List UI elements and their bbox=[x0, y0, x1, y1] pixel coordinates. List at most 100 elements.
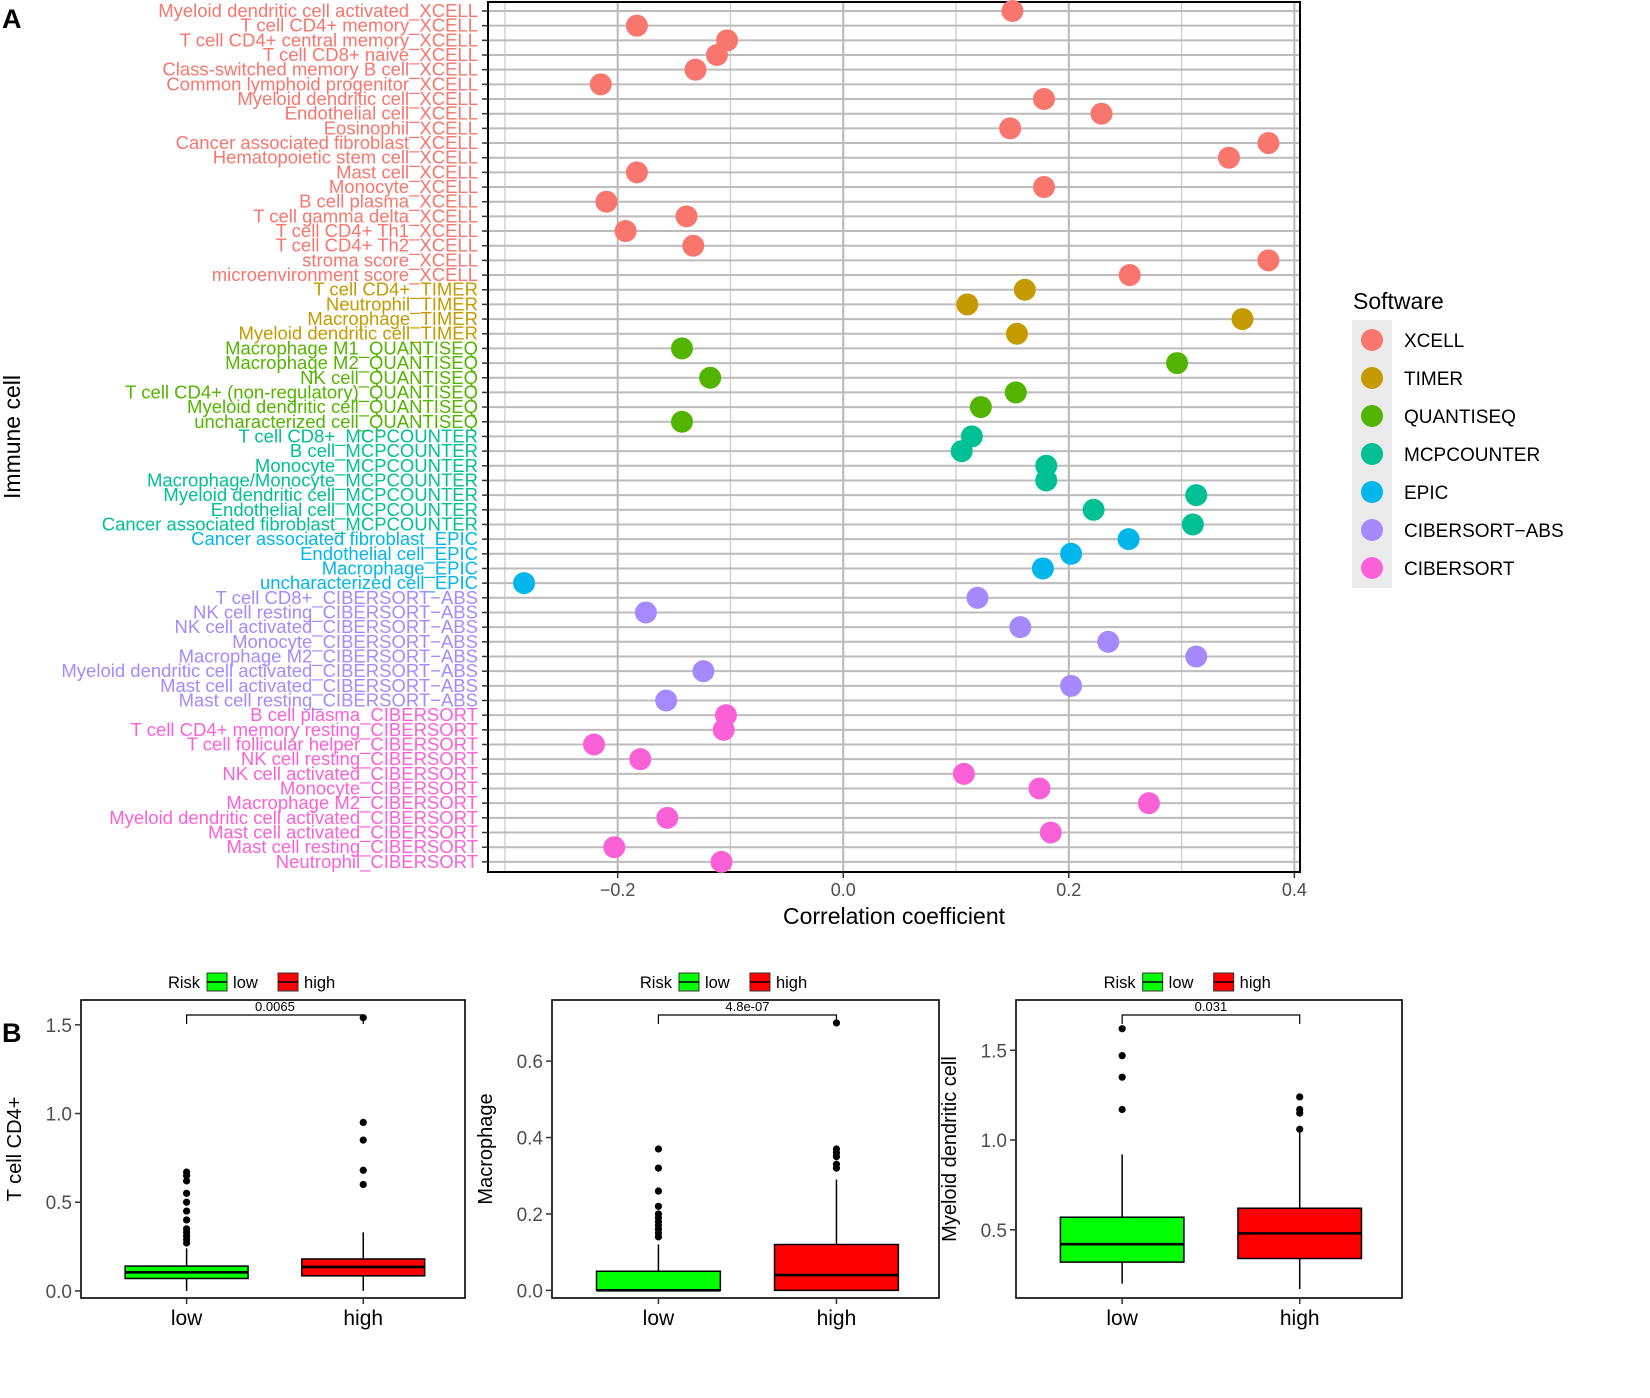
outlier-point bbox=[1296, 1125, 1304, 1133]
y-tick-label: uncharacterized cell_EPIC bbox=[260, 572, 478, 594]
outlier-point bbox=[654, 1210, 663, 1218]
x-tick-label: high bbox=[1280, 1307, 1320, 1330]
x-axis-title: Correlation coefficient bbox=[783, 903, 1006, 929]
y-tick-label: T cell CD4+ memory_XCELL bbox=[240, 15, 478, 37]
risk-legend-title: Risk bbox=[1104, 974, 1137, 992]
y-tick-label: B cell plasma_CIBERSORT bbox=[250, 704, 478, 726]
legend-key bbox=[1361, 519, 1383, 541]
data-point bbox=[1185, 645, 1208, 668]
data-point bbox=[692, 660, 715, 683]
y-tick-label: Monocyte_XCELL bbox=[329, 176, 478, 198]
outlier-point bbox=[654, 1145, 663, 1153]
y-tick-label: NK cell resting_CIBERSORT−ABS bbox=[193, 601, 478, 623]
y-tick-label: T cell CD8+_CIBERSORT−ABS bbox=[215, 587, 478, 609]
box bbox=[773, 1243, 900, 1292]
legend-key bbox=[1361, 367, 1383, 389]
outlier-point bbox=[1118, 1073, 1126, 1081]
legend-key bbox=[1361, 557, 1383, 579]
box-plot-1: Risk low high 0.0 0.5 1.0 1.5 T cell CD4+ low hig… bbox=[4, 972, 466, 1330]
significance-bracket bbox=[186, 1014, 364, 1024]
y-tick-label: uncharacterized cell_QUANTISEQ bbox=[194, 411, 478, 433]
data-point bbox=[710, 850, 733, 873]
data-point bbox=[1013, 278, 1036, 301]
panel-b-letter: B bbox=[2, 1018, 22, 1048]
data-point bbox=[1185, 484, 1208, 507]
risk-legend-title: Risk bbox=[640, 974, 673, 992]
data-point bbox=[1039, 821, 1062, 844]
y-tick-label: Monocyte_CIBERSORT−ABS bbox=[232, 631, 478, 653]
y-tick-label: T cell CD4+ (non-regulatory)_QUANTISEQ bbox=[125, 381, 478, 403]
legend-label: EPIC bbox=[1404, 483, 1448, 504]
y-tick-label: 1.5 bbox=[981, 1041, 1007, 1062]
legend-label: CIBERSORT−ABS bbox=[1404, 521, 1564, 542]
y-tick-label: Myeloid dendritic cell_XCELL bbox=[237, 88, 478, 110]
y-tick-label: 0.2 bbox=[517, 1205, 543, 1226]
y-tick-label: Macrophage_EPIC bbox=[322, 557, 478, 579]
y-tick-label: Myeloid dendritic cell activated_CIBERSO… bbox=[109, 807, 478, 829]
outlier-point bbox=[359, 1136, 367, 1144]
y-tick-label: T cell CD4+ memory resting_CIBERSORT bbox=[131, 719, 478, 741]
data-point bbox=[1001, 0, 1024, 22]
data-point bbox=[1082, 498, 1105, 521]
data-point bbox=[1257, 132, 1280, 155]
outlier-point bbox=[832, 1145, 841, 1153]
data-point bbox=[1137, 792, 1160, 815]
y-tick-label: Macrophage M2_QUANTISEQ bbox=[225, 352, 478, 374]
data-point bbox=[699, 366, 722, 389]
y-tick-label: Neutrophil_CIBERSORT bbox=[276, 851, 478, 873]
y-tick-label: T cell CD4+ Th2_XCELL bbox=[276, 235, 478, 257]
outlier-point bbox=[359, 1180, 367, 1189]
y-tick-label: 0.5 bbox=[46, 1193, 72, 1214]
y-tick-label: 0.0 bbox=[517, 1281, 543, 1302]
x-tick-label: 0.4 bbox=[1282, 880, 1307, 900]
y-tick-label: Common lymphoid progenitor_XCELL bbox=[166, 73, 478, 95]
data-point bbox=[625, 161, 648, 184]
x-tick-label: high bbox=[817, 1307, 857, 1330]
outlier-point bbox=[832, 1160, 841, 1168]
data-point bbox=[655, 689, 678, 712]
risk-legend-label: high bbox=[304, 974, 335, 992]
y-tick-label: 0.4 bbox=[517, 1129, 544, 1150]
data-point bbox=[1181, 513, 1204, 536]
outlier-point bbox=[654, 1202, 663, 1210]
data-point bbox=[1009, 616, 1032, 639]
y-tick-label: Myeloid dendritic cell_QUANTISEQ bbox=[187, 396, 478, 418]
outlier-point bbox=[183, 1207, 191, 1215]
y-tick-label: Hematopoietic stem cell_XCELL bbox=[213, 147, 478, 169]
box bbox=[595, 1270, 722, 1292]
outlier-point bbox=[183, 1189, 191, 1197]
y-tick-label: Endothelial cell_MCPCOUNTER bbox=[211, 499, 478, 521]
outlier-point bbox=[654, 1187, 663, 1195]
data-point bbox=[1004, 381, 1027, 404]
box-plot-3: Risk low high 0.5 1.0 1.5 Myeloid dendritic ce… bbox=[939, 972, 1403, 1330]
data-point bbox=[675, 205, 698, 228]
data-point bbox=[670, 410, 693, 433]
outlier-point bbox=[183, 1225, 191, 1233]
outlier-point bbox=[1118, 1052, 1126, 1060]
y-tick-label: Monocyte_CIBERSORT bbox=[280, 778, 478, 800]
y-tick-label: microenvironment score_XCELL bbox=[212, 264, 478, 286]
y-tick-label: NK cell resting_CIBERSORT bbox=[241, 748, 478, 770]
outlier-point bbox=[359, 1166, 367, 1174]
x-tick-label: −0.2 bbox=[600, 880, 636, 900]
data-point bbox=[682, 234, 705, 257]
panel-a-dot-plot: Myeloid dendritic cell activated_XCELLT … bbox=[0, 0, 1307, 929]
data-point bbox=[1031, 557, 1054, 580]
data-point bbox=[1097, 630, 1120, 653]
legend-key bbox=[1361, 329, 1383, 351]
y-tick-label: T cell CD8+ naive_XCELL bbox=[263, 44, 478, 66]
y-tick-label: B cell plasma_XCELL bbox=[299, 191, 478, 213]
box bbox=[1059, 1216, 1185, 1263]
x-tick-label: low bbox=[1106, 1307, 1138, 1330]
y-tick-label: Endothelial cell_XCELL bbox=[285, 103, 478, 125]
legend-label: XCELL bbox=[1404, 331, 1464, 352]
data-point bbox=[634, 601, 657, 624]
data-point bbox=[1217, 146, 1240, 169]
box-plot-2: Risk low high 0.0 0.2 0.4 0.6 Macrophage low high… bbox=[475, 972, 940, 1330]
data-point bbox=[614, 220, 637, 243]
y-tick-label: Neutrophil_TIMER bbox=[326, 293, 478, 315]
y-tick-label: Myeloid dendritic cell_MCPCOUNTER bbox=[163, 484, 478, 506]
y-tick-label: Mast cell resting_CIBERSORT bbox=[226, 836, 478, 858]
y-tick-label: 0.5 bbox=[981, 1221, 1007, 1242]
data-point bbox=[684, 58, 707, 81]
